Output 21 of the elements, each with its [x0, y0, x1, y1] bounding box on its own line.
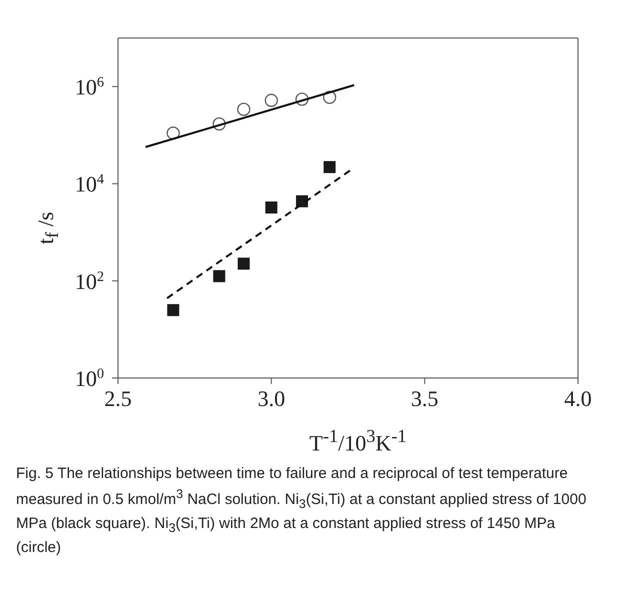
point	[167, 304, 180, 316]
point	[323, 90, 336, 104]
point	[295, 92, 309, 106]
y-tick-label: 10$^{6}$	[74, 74, 104, 100]
point	[265, 201, 278, 214]
y-tick-label: 10$^{0}$	[74, 366, 104, 391]
point	[212, 117, 226, 131]
point	[166, 126, 180, 140]
point	[213, 270, 226, 282]
x-tick-label: 3.0	[258, 386, 286, 411]
y-tick-label: 10$^{2}$	[74, 268, 104, 294]
text: Fig. 5 The relationships between time to failure and a reciprocal of test temperature measured in 0.5 kmol/m$^{3}$ NaCl solution. Ni$_{3}$(Si,Ti) at a constant applied stress of 1000 MPa (black square). Ni$_{3}$(Si,Ti) with 2Mo at a constant applied stress of 1450 MPa (circle)	[16, 465, 586, 556]
x-tick-label: 2.5	[104, 386, 132, 411]
x-tick-label: 3.5	[410, 386, 438, 411]
y-tick-label: 10$^{4}$	[74, 172, 104, 197]
point	[237, 102, 250, 116]
x-tick-label: 4.0	[564, 386, 592, 411]
point	[238, 258, 250, 270]
point	[324, 161, 336, 174]
point	[264, 94, 278, 107]
x-axis-title: T$^{-1}$/10$^{3}$K$^{-1}$	[308, 426, 408, 456]
